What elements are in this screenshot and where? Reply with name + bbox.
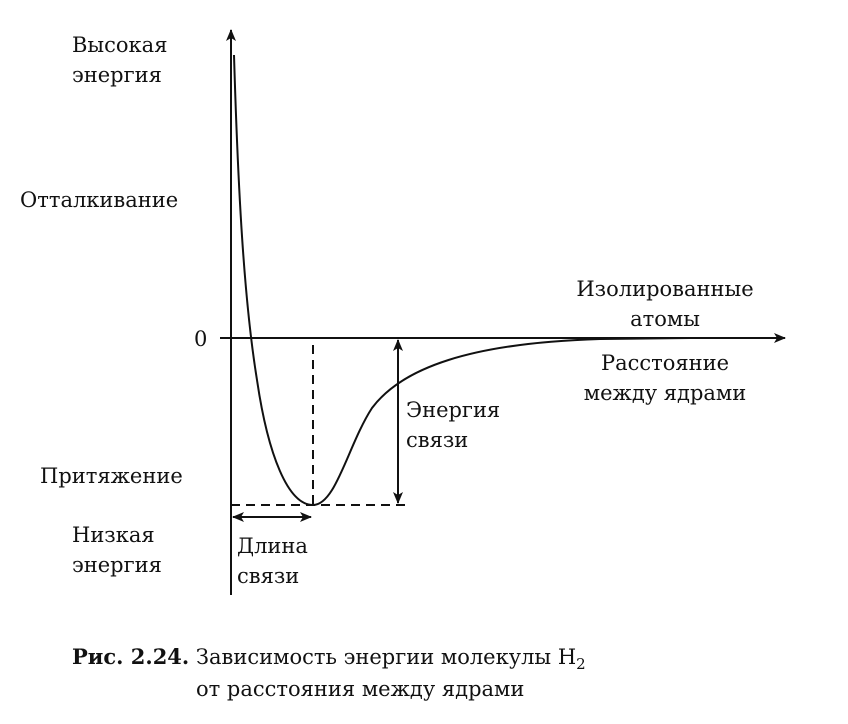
bond-energy-label: Энергия связи	[406, 395, 500, 455]
high-energy-line2: энергия	[72, 63, 162, 87]
caption-subscript: 2	[576, 655, 586, 674]
bond-length-line2: связи	[237, 564, 300, 588]
bond-length-label: Длина связи	[237, 531, 308, 591]
zero-label: 0	[194, 327, 208, 351]
low-energy-line2: энергия	[72, 553, 162, 577]
attraction-label: Притяжение	[40, 464, 183, 488]
low-energy-line1: Низкая	[72, 523, 155, 547]
bond-energy-line1: Энергия	[406, 398, 501, 422]
caption-line1: Зависимость энергии молекулы H	[195, 645, 577, 669]
isolated-line1: Изолированные	[576, 277, 754, 301]
x-axis-label-line1: Расстояние	[600, 351, 730, 375]
bond-energy-line2: связи	[406, 428, 469, 452]
figure-caption: Рис. 2.24. Зависимость энергии молекулы …	[72, 642, 586, 679]
bond-length-line1: Длина	[237, 534, 308, 558]
x-axis-label-line2: между ядрами	[583, 381, 747, 405]
caption-line2: от расстояния между ядрами	[196, 677, 525, 701]
repulsion-label: Отталкивание	[20, 188, 179, 212]
figure-number: Рис. 2.24.	[72, 644, 190, 669]
high-energy-label: Высокая энергия	[72, 30, 167, 90]
isolated-line2: атомы	[630, 307, 700, 331]
low-energy-label: Низкая энергия	[72, 520, 162, 580]
x-axis-label: Расстояние между ядрами	[555, 348, 775, 408]
isolated-atoms-label: Изолированные атомы	[555, 274, 775, 334]
high-energy-line1: Высокая	[72, 33, 168, 57]
